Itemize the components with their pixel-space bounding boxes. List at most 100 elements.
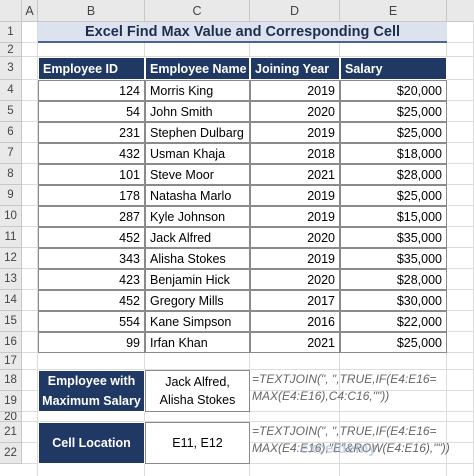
table-cell[interactable]: 124 (38, 80, 145, 101)
result-cell[interactable]: Jack Alfred, Alisha Stokes (145, 370, 250, 412)
row-header[interactable]: 10 (0, 206, 22, 227)
table-cell[interactable]: 452 (38, 227, 145, 248)
row-header[interactable]: 3 (0, 57, 22, 80)
row-header[interactable]: 7 (0, 143, 22, 164)
grid-cell (447, 43, 474, 57)
row-header[interactable]: 18 (0, 370, 22, 391)
table-cell[interactable]: 423 (38, 269, 145, 290)
table-cell[interactable]: 2021 (250, 164, 340, 185)
table-cell[interactable]: $25,000 (340, 185, 447, 206)
table-cell[interactable]: 2019 (250, 206, 340, 227)
grid-cell (22, 464, 38, 476)
formula-text: MAX(E4:E16),"E"&ROW(E4:E16),"")) (252, 441, 450, 455)
result-cell[interactable]: E11, E12 (145, 422, 250, 464)
table-cell[interactable]: 2016 (250, 311, 340, 332)
table-cell[interactable]: 231 (38, 122, 145, 143)
table-cell[interactable]: 99 (38, 332, 145, 353)
column-header (447, 0, 474, 22)
table-cell[interactable]: $18,000 (340, 143, 447, 164)
table-cell[interactable]: Kyle Johnson (145, 206, 250, 227)
grid-cell (22, 227, 38, 248)
column-header[interactable]: D (250, 0, 340, 22)
table-cell[interactable]: $28,000 (340, 164, 447, 185)
table-cell[interactable]: 432 (38, 143, 145, 164)
table-cell[interactable]: Jack Alfred (145, 227, 250, 248)
table-cell[interactable]: Morris King (145, 80, 250, 101)
row-header[interactable]: 17 (0, 353, 22, 370)
table-cell[interactable]: 178 (38, 185, 145, 206)
table-cell[interactable]: Usman Khaja (145, 143, 250, 164)
row-header[interactable]: 8 (0, 164, 22, 185)
table-cell[interactable]: $35,000 (340, 248, 447, 269)
table-cell[interactable]: 2019 (250, 122, 340, 143)
table-cell[interactable]: 2018 (250, 143, 340, 164)
table-cell[interactable]: 2019 (250, 185, 340, 206)
column-header[interactable]: B (38, 0, 145, 22)
table-cell[interactable]: $25,000 (340, 332, 447, 353)
row-header[interactable]: 2 (0, 43, 22, 57)
row-header[interactable]: 9 (0, 185, 22, 206)
table-cell[interactable]: Natasha Marlo (145, 185, 250, 206)
column-header[interactable]: A (22, 0, 38, 22)
table-cell[interactable]: $25,000 (340, 101, 447, 122)
table-cell[interactable]: $15,000 (340, 206, 447, 227)
table-cell[interactable]: $20,000 (340, 80, 447, 101)
table-cell[interactable]: 2020 (250, 269, 340, 290)
grid-cell (22, 206, 38, 227)
table-cell[interactable]: Irfan Khan (145, 332, 250, 353)
table-cell[interactable]: 343 (38, 248, 145, 269)
row-header[interactable]: 14 (0, 290, 22, 311)
grid-cell (38, 412, 145, 422)
row-header[interactable]: 11 (0, 227, 22, 248)
grid-cell (22, 43, 38, 57)
grid-cell (22, 443, 38, 464)
grid-cell (447, 464, 474, 476)
table-cell[interactable]: 452 (38, 290, 145, 311)
table-cell[interactable]: $35,000 (340, 227, 447, 248)
row-header[interactable]: 1 (0, 22, 22, 43)
table-cell[interactable]: 2019 (250, 80, 340, 101)
table-cell[interactable]: Alisha Stokes (145, 248, 250, 269)
table-cell[interactable]: John Smith (145, 101, 250, 122)
table-cell[interactable]: 287 (38, 206, 145, 227)
table-cell[interactable]: 554 (38, 311, 145, 332)
grid-cell (250, 370, 340, 391)
table-cell[interactable]: Benjamin Hick (145, 269, 250, 290)
row-header[interactable]: 21 (0, 422, 22, 443)
grid-cell (250, 443, 340, 464)
table-cell[interactable]: Stephen Dulbarg (145, 122, 250, 143)
table-cell[interactable]: $22,000 (340, 311, 447, 332)
table-cell[interactable]: Gregory Mills (145, 290, 250, 311)
table-cell[interactable]: Steve Moor (145, 164, 250, 185)
table-cell[interactable]: 54 (38, 101, 145, 122)
grid-cell (447, 80, 474, 101)
grid-cell (145, 464, 250, 476)
column-header[interactable]: E (340, 0, 447, 22)
grid-cell (22, 164, 38, 185)
row-header[interactable]: 22 (0, 443, 22, 464)
row-header[interactable]: 19 (0, 391, 22, 412)
column-header[interactable]: C (145, 0, 250, 22)
grid-cell (340, 353, 447, 370)
table-cell[interactable]: 2021 (250, 332, 340, 353)
table-cell[interactable]: 101 (38, 164, 145, 185)
row-header[interactable]: 13 (0, 269, 22, 290)
table-cell[interactable]: 2020 (250, 227, 340, 248)
grid-cell (22, 101, 38, 122)
table-cell[interactable]: 2019 (250, 248, 340, 269)
row-header[interactable]: 20 (0, 412, 22, 422)
row-header[interactable]: 12 (0, 248, 22, 269)
row-header[interactable]: 6 (0, 122, 22, 143)
table-cell[interactable]: $28,000 (340, 269, 447, 290)
table-cell[interactable]: Kane Simpson (145, 311, 250, 332)
row-header[interactable]: 5 (0, 101, 22, 122)
row-header[interactable]: 4 (0, 80, 22, 101)
row-header[interactable]: 15 (0, 311, 22, 332)
table-cell[interactable]: 2017 (250, 290, 340, 311)
grid-cell (447, 227, 474, 248)
table-cell[interactable]: $25,000 (340, 122, 447, 143)
grid-cell (22, 22, 38, 43)
row-header[interactable]: 16 (0, 332, 22, 353)
table-cell[interactable]: 2020 (250, 101, 340, 122)
table-cell[interactable]: $30,000 (340, 290, 447, 311)
